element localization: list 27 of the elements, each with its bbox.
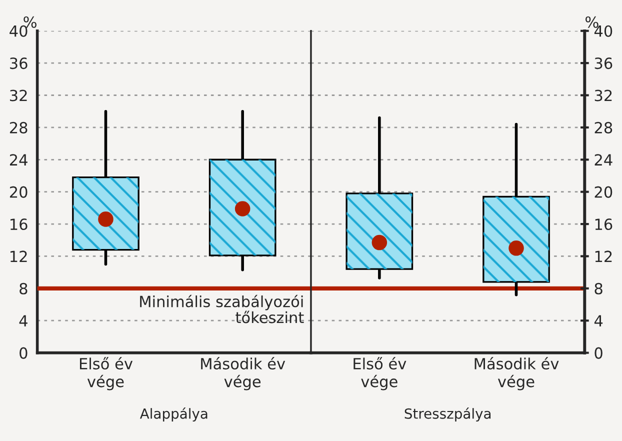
y-tick-label: 12 (10, 250, 27, 262)
text: Alappálya (140, 408, 208, 422)
y-tick-label: 8 (20, 282, 28, 294)
x-tick-label: Első év vége (354, 357, 406, 390)
y-tick-label: 20 (10, 186, 28, 198)
y2-tick-label: 32 (594, 90, 612, 102)
y-tick-label: 28 (10, 122, 28, 134)
y-tick-label: 32 (10, 90, 27, 102)
x-tick-label: Második év vége (474, 357, 559, 390)
text: Stresszpálya (404, 408, 491, 422)
y2-tick-label: 0 (594, 347, 602, 359)
y2-tick-label: 20 (594, 186, 612, 198)
y2-tick-label: 28 (594, 122, 612, 134)
y-tick-label: 24 (10, 154, 28, 166)
y2-tick-label: 36 (594, 58, 612, 70)
y-tick-label: 4 (19, 315, 28, 326)
y-tick-label: 16 (10, 218, 28, 230)
ref-line-label: Minimális szabályozói tőkeszint (140, 294, 304, 324)
x-tick-label: Első év vége (80, 357, 133, 390)
y2-tick-label: 16 (595, 218, 612, 230)
y-tick-label: 0 (20, 347, 28, 359)
x-tick-label: Második év vége (201, 357, 286, 390)
y2-tick-label: 4 (594, 315, 603, 326)
y-tick-label: 36 (10, 58, 28, 70)
y2-tick-label: 24 (594, 154, 612, 166)
y2-tick-label: 12 (595, 250, 612, 262)
y2-tick-label: 8 (594, 282, 602, 294)
